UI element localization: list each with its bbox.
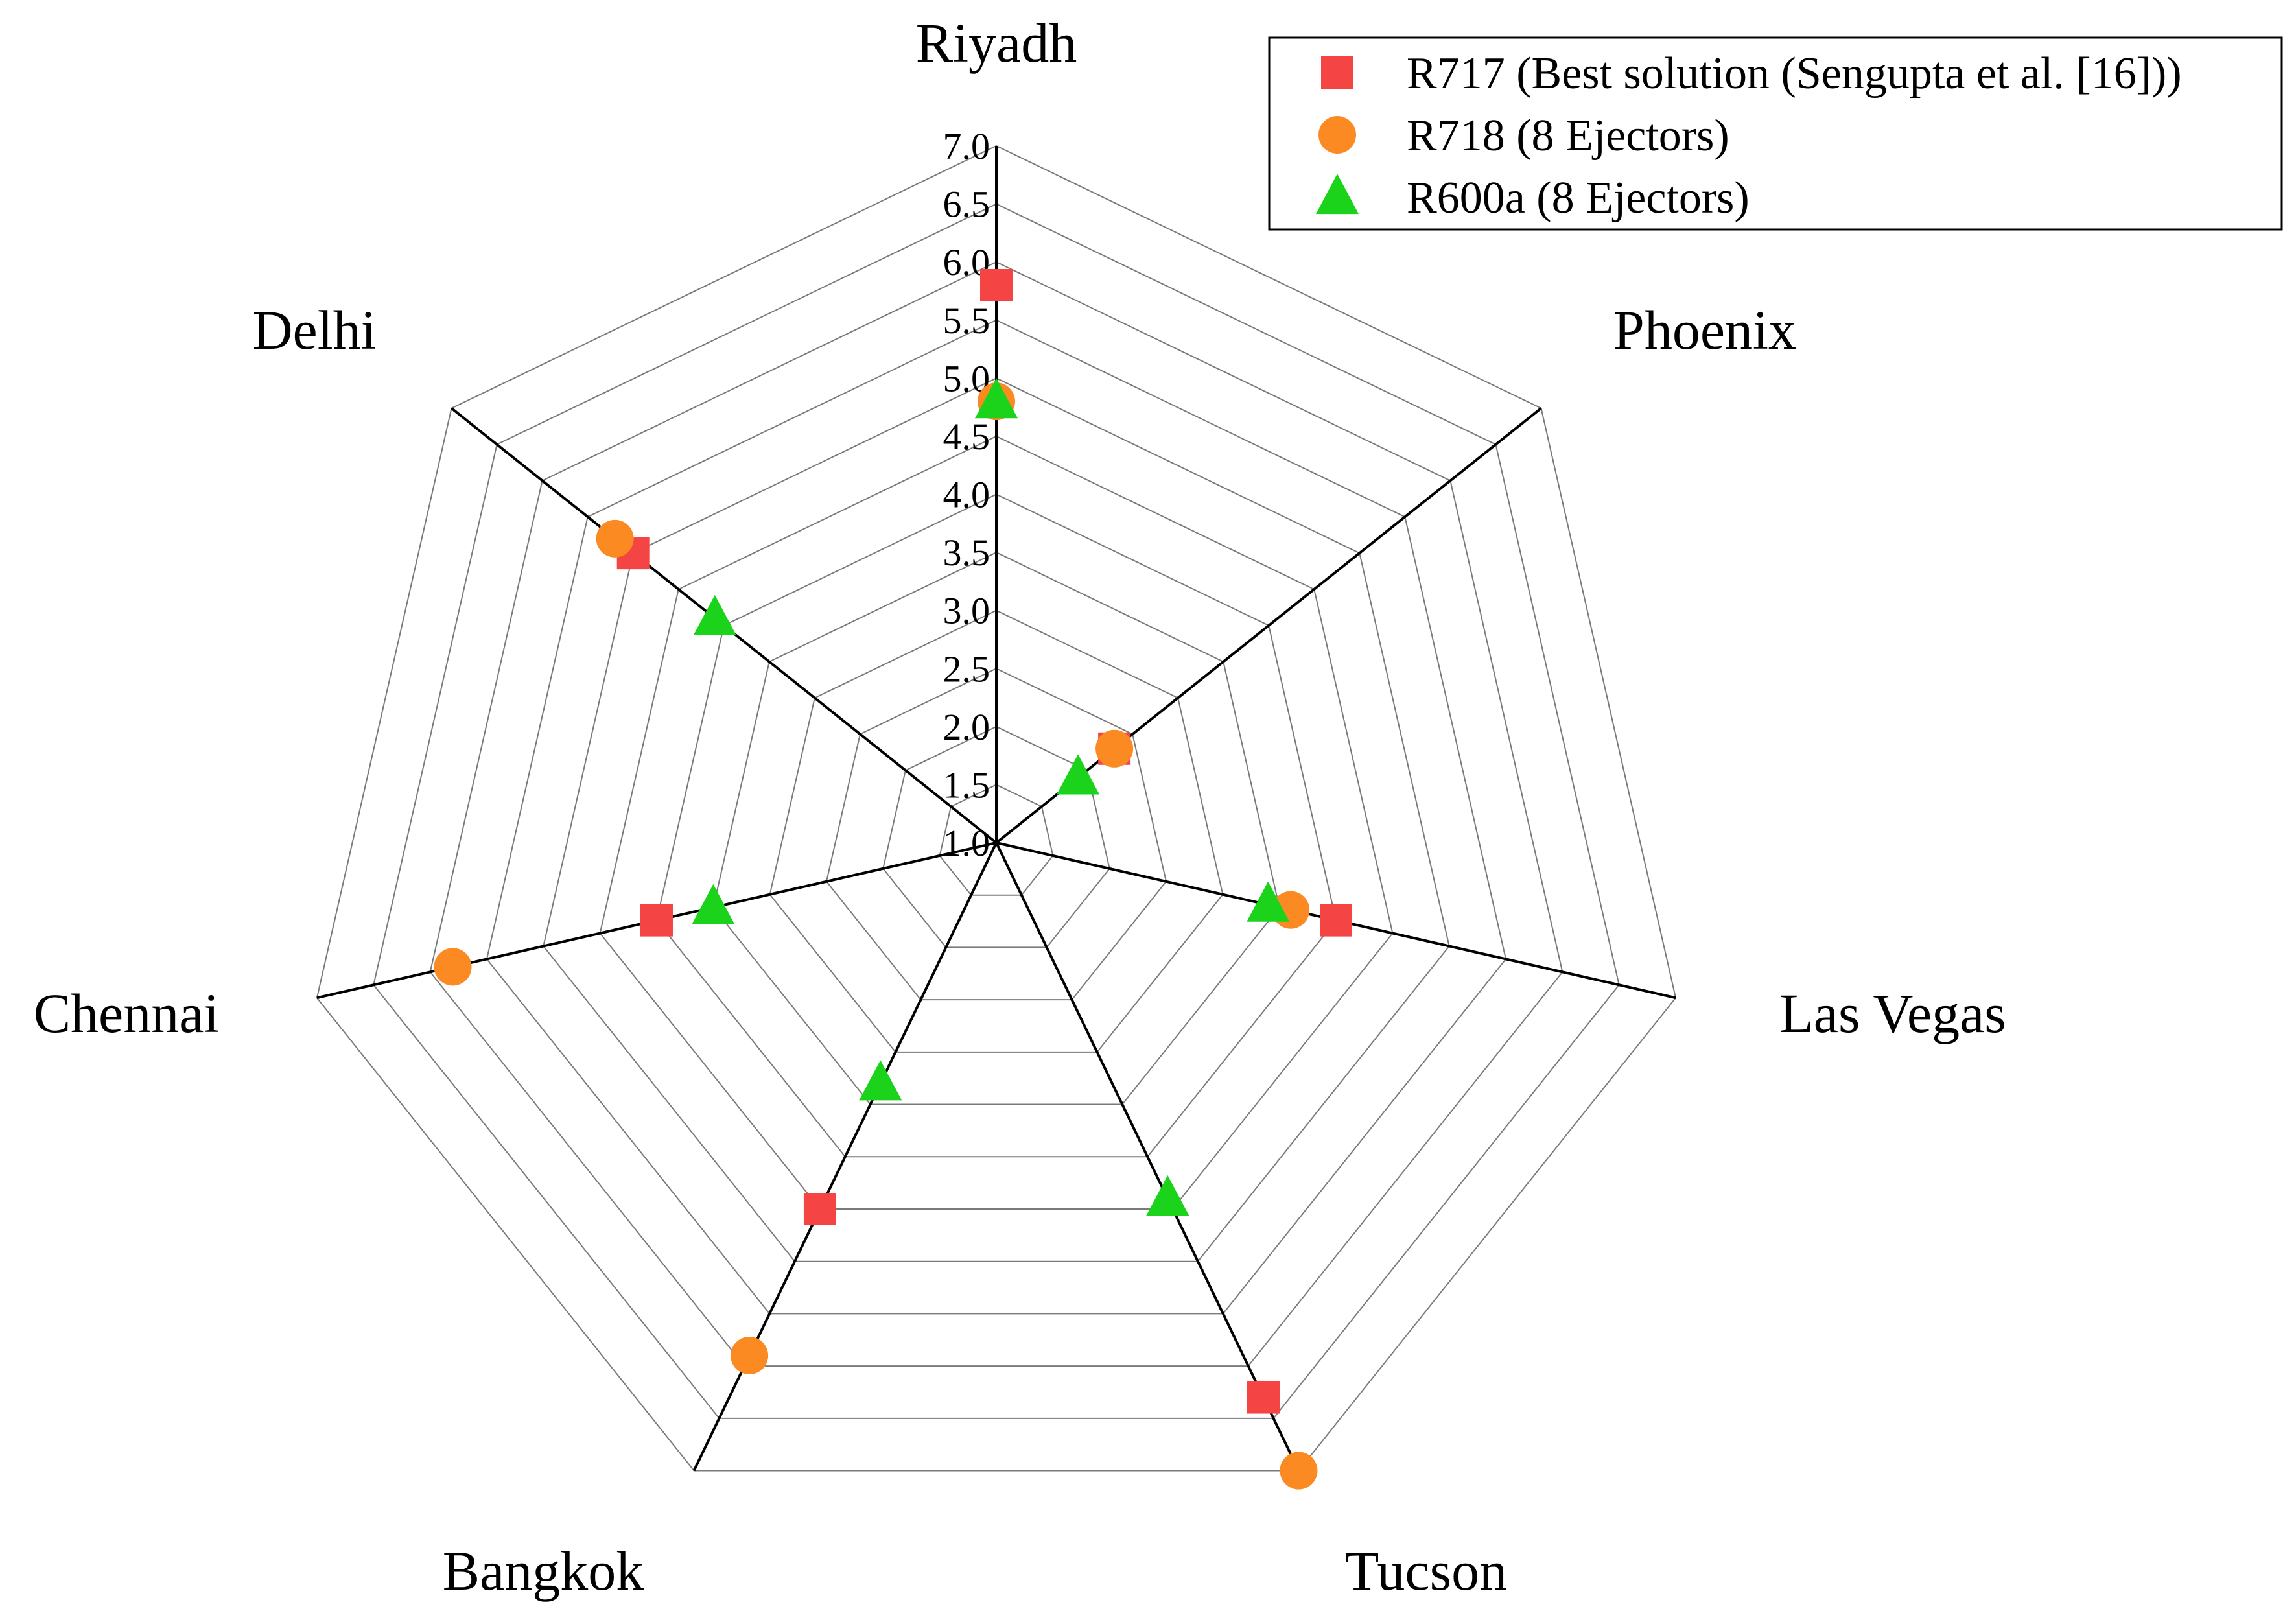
legend-marker-circle bbox=[1318, 116, 1356, 154]
point-square-las-vegas bbox=[1320, 904, 1353, 937]
point-circle-bangkok bbox=[731, 1336, 769, 1374]
legend-marker-square bbox=[1321, 56, 1353, 89]
point-triangle-tucson bbox=[1146, 1175, 1189, 1216]
tick-label: 1.5 bbox=[943, 764, 990, 806]
axis-label-phoenix: Phoenix bbox=[1613, 299, 1796, 361]
grid-ring bbox=[825, 668, 1167, 1001]
point-triangle-chennai bbox=[692, 884, 735, 924]
tick-label: 3.0 bbox=[943, 590, 990, 632]
tick-label: 1.0 bbox=[943, 822, 990, 864]
grid-ring bbox=[316, 145, 1677, 1472]
grid-ring bbox=[599, 435, 1394, 1210]
tick-label: 6.5 bbox=[943, 183, 990, 226]
tick-label: 4.0 bbox=[943, 474, 990, 516]
data-markers bbox=[434, 269, 1353, 1490]
legend-label: R717 (Best solution (Sengupta et al. [16… bbox=[1407, 49, 2182, 99]
point-circle-tucson bbox=[1280, 1452, 1318, 1490]
point-circle-delhi bbox=[596, 519, 634, 558]
point-square-tucson bbox=[1247, 1381, 1280, 1414]
grid-ring bbox=[429, 261, 1564, 1367]
axis-label-riyadh: Riyadh bbox=[916, 12, 1077, 74]
grid-ring bbox=[486, 319, 1507, 1315]
radar-grid bbox=[316, 145, 1677, 1472]
spoke-tucson bbox=[995, 842, 1300, 1472]
tick-label: 2.5 bbox=[943, 648, 990, 690]
point-square-riyadh bbox=[980, 269, 1013, 301]
axis-label-las-vegas: Las Vegas bbox=[1779, 982, 2006, 1044]
grid-ring bbox=[655, 493, 1337, 1158]
legend-label: R718 (8 Ejectors) bbox=[1407, 111, 1729, 161]
series-triangle bbox=[692, 378, 1290, 1216]
tick-label: 5.5 bbox=[943, 300, 990, 342]
axis-label-delhi: Delhi bbox=[252, 299, 376, 361]
tick-label: 7.0 bbox=[943, 125, 990, 167]
grid-ring bbox=[939, 784, 1054, 896]
legend-marker-triangle bbox=[1316, 174, 1359, 215]
tick-label: 3.5 bbox=[943, 532, 990, 574]
axis-label-bangkok: Bangkok bbox=[443, 1540, 644, 1602]
point-circle-chennai bbox=[434, 948, 472, 986]
radial-tick-labels: 1.01.52.02.53.03.54.04.55.05.56.06.57.0 bbox=[943, 125, 990, 864]
legend: R717 (Best solution (Sengupta et al. [16… bbox=[1268, 36, 2283, 231]
point-triangle-las-vegas bbox=[1247, 881, 1290, 922]
grid-ring bbox=[769, 609, 1224, 1053]
point-triangle-delhi bbox=[693, 594, 736, 635]
grid-ring bbox=[712, 551, 1280, 1105]
axis-label-chennai: Chennai bbox=[34, 982, 220, 1044]
tick-label: 2.0 bbox=[943, 706, 990, 748]
point-triangle-bangkok bbox=[859, 1060, 902, 1101]
point-circle-phoenix bbox=[1095, 729, 1134, 768]
point-square-bangkok bbox=[803, 1192, 836, 1225]
grid-ring bbox=[373, 203, 1620, 1419]
point-triangle-phoenix bbox=[1057, 754, 1100, 795]
grid-ring bbox=[543, 377, 1450, 1262]
spoke-phoenix bbox=[995, 407, 1542, 844]
series-circle bbox=[434, 382, 1318, 1490]
legend-box bbox=[1268, 36, 2283, 231]
axis-label-tucson: Tucson bbox=[1345, 1540, 1507, 1602]
axis-labels: Riyadh Phoenix Las Vegas Tucson Bangkok Chenn… bbox=[34, 12, 2006, 1602]
tick-label: 4.5 bbox=[943, 416, 990, 458]
point-square-chennai bbox=[640, 904, 673, 937]
legend-label: R600a (8 Ejectors) bbox=[1407, 173, 1750, 223]
point-triangle-riyadh bbox=[975, 378, 1018, 419]
